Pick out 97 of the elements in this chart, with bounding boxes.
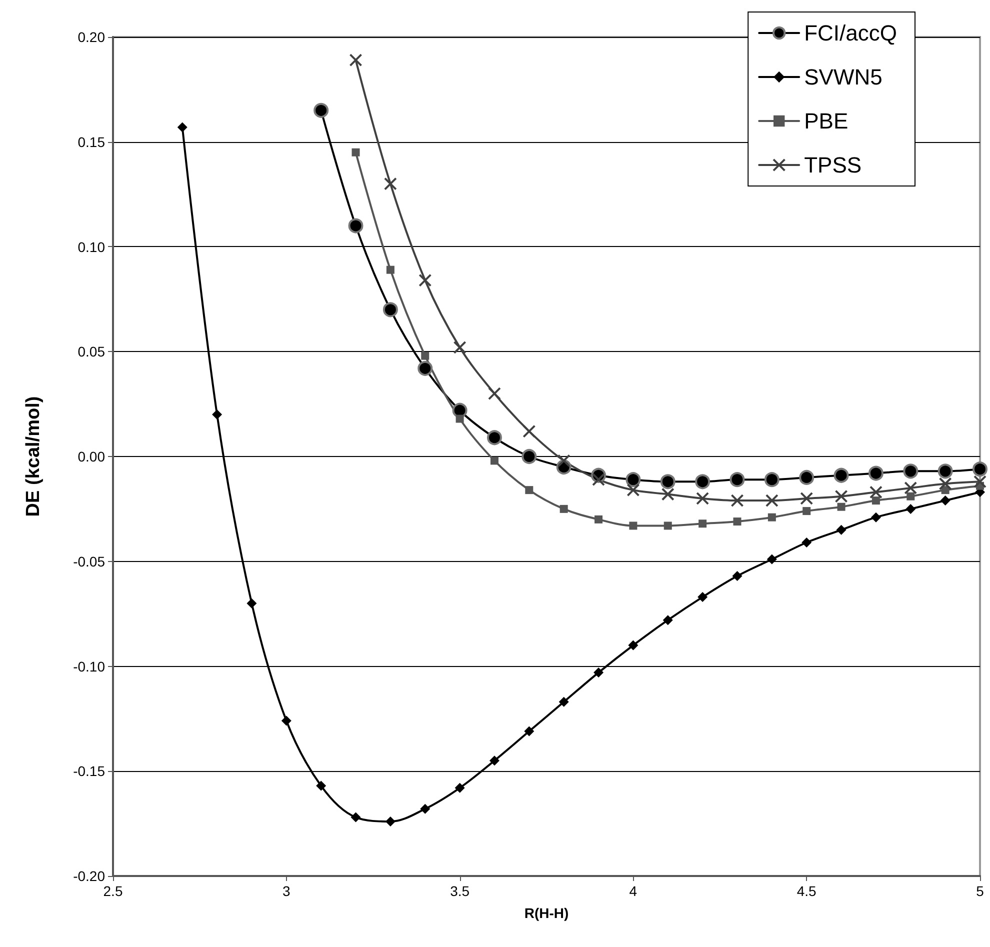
y-tick-label: -0.15 <box>73 763 106 780</box>
legend-label: FCI/accQ <box>804 20 898 46</box>
point <box>661 488 674 501</box>
point <box>418 274 432 287</box>
point <box>490 456 498 465</box>
point <box>906 492 915 500</box>
y-tick-label: -0.10 <box>73 658 106 674</box>
point <box>316 780 326 791</box>
point <box>488 387 501 400</box>
x-tick-label: 3.5 <box>450 883 470 899</box>
point <box>906 504 916 514</box>
point <box>560 504 568 513</box>
point <box>730 472 745 488</box>
point <box>626 484 640 497</box>
point <box>940 496 950 506</box>
point <box>872 496 880 505</box>
point <box>836 524 846 535</box>
point <box>486 430 502 446</box>
point <box>522 449 537 464</box>
y-tick-label: -0.05 <box>73 553 106 570</box>
point <box>350 812 361 822</box>
point <box>384 177 397 190</box>
point <box>557 454 570 468</box>
point <box>837 502 846 511</box>
legend-label: SVWN5 <box>804 64 882 90</box>
point <box>938 477 952 490</box>
point <box>768 513 776 522</box>
legend-label: TPSS <box>804 152 862 178</box>
point <box>386 266 394 274</box>
point <box>352 148 360 156</box>
y-tick-label: -0.20 <box>73 868 106 884</box>
point <box>421 352 430 360</box>
point <box>418 360 433 376</box>
point <box>799 470 814 485</box>
point <box>834 468 849 483</box>
point <box>522 424 536 438</box>
point <box>348 218 364 234</box>
y-tick-label: 0.05 <box>78 344 106 360</box>
y-axis-title: DE (kcal/mol) <box>23 396 44 517</box>
point <box>628 640 638 650</box>
point <box>662 615 673 626</box>
point <box>314 102 329 118</box>
point <box>629 522 638 530</box>
point <box>382 302 398 318</box>
point <box>834 490 848 503</box>
point <box>764 472 780 488</box>
point <box>800 492 814 505</box>
point <box>698 520 707 528</box>
point <box>733 518 742 526</box>
x-tick-label: 3 <box>282 883 290 899</box>
x-tick-label: 4.5 <box>796 883 817 899</box>
point <box>802 507 811 516</box>
point <box>456 414 464 423</box>
point <box>177 122 188 132</box>
point <box>730 494 744 508</box>
point <box>696 492 710 505</box>
x-tick-label: 2.5 <box>103 883 123 899</box>
point <box>868 466 884 481</box>
point <box>594 515 603 524</box>
point <box>420 804 430 814</box>
point <box>732 571 742 582</box>
point <box>904 481 918 494</box>
x-tick-label: 4 <box>629 883 638 899</box>
point <box>766 554 777 564</box>
point <box>972 462 988 477</box>
point <box>454 782 465 793</box>
y-tick-label: 0.10 <box>78 238 106 255</box>
point <box>281 716 292 726</box>
y-tick-label: 0.20 <box>78 29 106 45</box>
point <box>453 340 466 354</box>
point <box>246 598 257 608</box>
point <box>974 475 986 488</box>
point <box>524 726 534 736</box>
point <box>869 486 882 499</box>
point <box>212 410 222 420</box>
point <box>525 486 534 494</box>
point <box>938 464 953 479</box>
point <box>695 474 710 490</box>
point <box>592 473 606 486</box>
point <box>594 668 604 678</box>
point <box>802 537 812 548</box>
point <box>870 512 881 522</box>
y-tick-label: 0.00 <box>78 448 106 464</box>
x-axis-title: R(H-H) <box>524 905 569 921</box>
point <box>664 522 672 530</box>
point <box>626 472 641 488</box>
point <box>349 54 362 67</box>
point <box>903 464 918 479</box>
point <box>698 592 708 602</box>
y-tick-label: 0.15 <box>78 134 106 150</box>
point <box>660 474 676 490</box>
point <box>385 816 396 826</box>
point <box>765 494 778 508</box>
point <box>489 756 500 766</box>
point <box>558 696 569 707</box>
legend-label: PBE <box>804 108 848 134</box>
x-tick-label: 5 <box>976 883 984 899</box>
